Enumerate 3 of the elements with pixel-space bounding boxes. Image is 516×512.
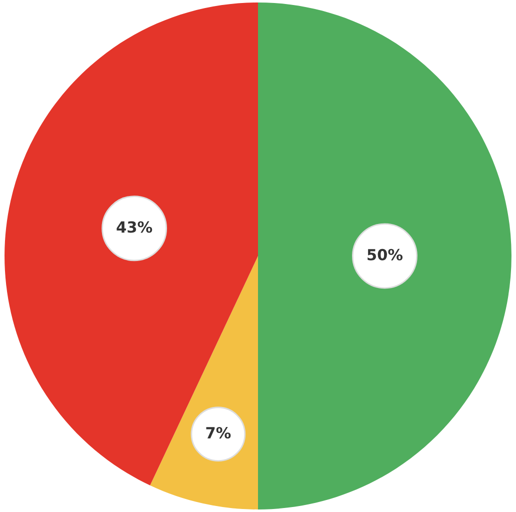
data-label: 43% (116, 221, 152, 233)
data-label: 50% (368, 248, 403, 260)
data-label: 7% (206, 426, 231, 439)
